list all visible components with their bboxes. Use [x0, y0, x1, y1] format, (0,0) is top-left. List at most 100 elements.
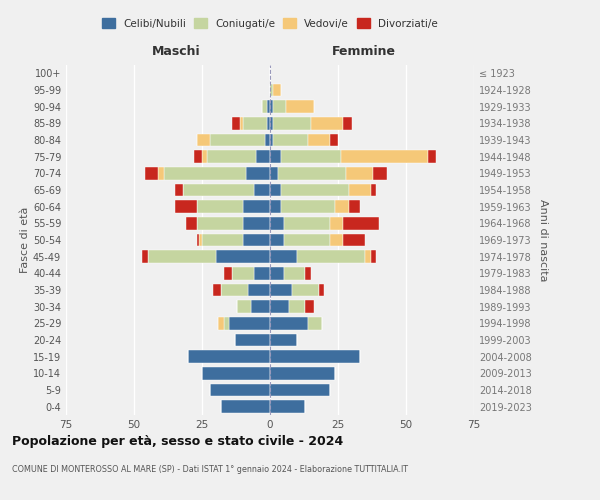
Bar [373, 167, 387, 179]
Bar [270, 117, 273, 130]
Bar [346, 167, 373, 179]
Bar [232, 267, 254, 280]
Bar [281, 184, 349, 196]
Bar [202, 367, 270, 380]
Bar [284, 217, 330, 230]
Bar [221, 284, 248, 296]
Bar [270, 234, 284, 246]
Bar [270, 317, 308, 330]
Bar [218, 317, 224, 330]
Bar [330, 217, 343, 230]
Bar [232, 117, 240, 130]
Bar [270, 167, 278, 179]
Bar [270, 284, 292, 296]
Bar [270, 250, 297, 263]
Bar [197, 217, 243, 230]
Bar [308, 134, 330, 146]
Bar [308, 317, 322, 330]
Bar [343, 217, 379, 230]
Bar [292, 284, 319, 296]
Bar [270, 367, 335, 380]
Bar [270, 200, 281, 213]
Bar [371, 184, 376, 196]
Bar [194, 150, 202, 163]
Bar [175, 200, 197, 213]
Bar [235, 334, 270, 346]
Bar [335, 200, 349, 213]
Text: Maschi: Maschi [152, 45, 200, 58]
Bar [270, 267, 284, 280]
Bar [270, 84, 273, 96]
Y-axis label: Fasce di età: Fasce di età [20, 207, 30, 273]
Bar [305, 267, 311, 280]
Bar [270, 300, 289, 313]
Bar [284, 267, 305, 280]
Bar [273, 134, 308, 146]
Bar [270, 134, 273, 146]
Bar [286, 100, 314, 113]
Bar [175, 184, 183, 196]
Bar [240, 117, 243, 130]
Bar [142, 250, 148, 263]
Y-axis label: Anni di nascita: Anni di nascita [538, 198, 548, 281]
Bar [251, 300, 270, 313]
Bar [265, 134, 270, 146]
Bar [270, 150, 281, 163]
Bar [256, 150, 270, 163]
Bar [229, 317, 270, 330]
Bar [270, 334, 297, 346]
Bar [245, 167, 270, 179]
Text: COMUNE DI MONTEROSSO AL MARE (SP) - Dati ISTAT 1° gennaio 2024 - Elaborazione TU: COMUNE DI MONTEROSSO AL MARE (SP) - Dati… [12, 465, 408, 474]
Bar [197, 234, 199, 246]
Bar [273, 100, 286, 113]
Bar [270, 350, 360, 363]
Bar [243, 234, 270, 246]
Bar [343, 234, 365, 246]
Bar [341, 150, 428, 163]
Bar [267, 100, 270, 113]
Bar [243, 117, 267, 130]
Bar [254, 267, 270, 280]
Bar [270, 217, 284, 230]
Bar [224, 267, 232, 280]
Bar [210, 384, 270, 396]
Bar [281, 150, 341, 163]
Bar [197, 134, 210, 146]
Bar [254, 184, 270, 196]
Bar [145, 167, 158, 179]
Bar [270, 400, 305, 413]
Bar [297, 250, 365, 263]
Bar [319, 284, 325, 296]
Bar [278, 167, 346, 179]
Bar [311, 117, 343, 130]
Text: Popolazione per età, sesso e stato civile - 2024: Popolazione per età, sesso e stato civil… [12, 435, 343, 448]
Bar [148, 250, 215, 263]
Bar [221, 400, 270, 413]
Bar [289, 300, 305, 313]
Bar [185, 217, 197, 230]
Bar [215, 250, 270, 263]
Bar [243, 217, 270, 230]
Bar [197, 200, 243, 213]
Bar [199, 234, 202, 246]
Bar [248, 284, 270, 296]
Bar [262, 100, 267, 113]
Bar [270, 384, 330, 396]
Bar [428, 150, 436, 163]
Bar [224, 317, 229, 330]
Bar [330, 134, 338, 146]
Bar [273, 84, 281, 96]
Bar [164, 167, 245, 179]
Bar [267, 117, 270, 130]
Text: Femmine: Femmine [332, 45, 396, 58]
Bar [270, 184, 281, 196]
Bar [330, 234, 343, 246]
Bar [349, 184, 371, 196]
Bar [281, 200, 335, 213]
Bar [273, 117, 311, 130]
Legend: Celibi/Nubili, Coniugati/e, Vedovi/e, Divorziati/e: Celibi/Nubili, Coniugati/e, Vedovi/e, Di… [98, 14, 442, 33]
Bar [243, 200, 270, 213]
Bar [183, 184, 254, 196]
Bar [238, 300, 251, 313]
Bar [270, 100, 273, 113]
